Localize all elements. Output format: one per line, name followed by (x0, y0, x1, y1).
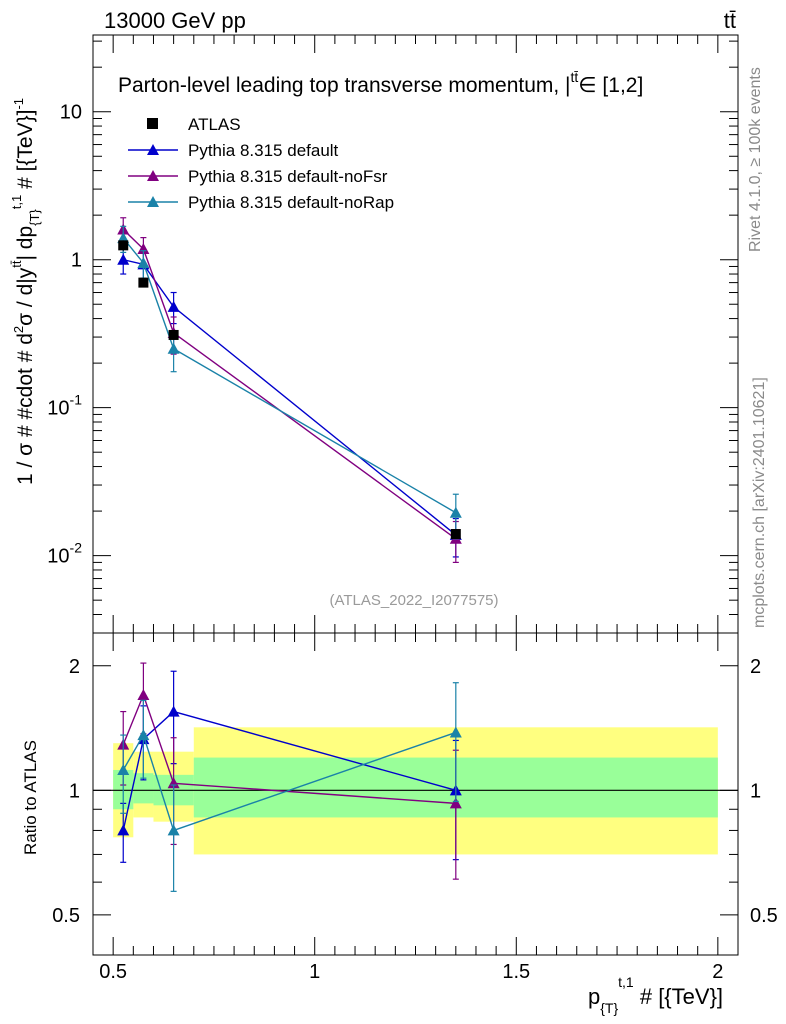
atlas-point (450, 529, 461, 540)
ratio-pythia-8-315-default-nofsr-line (122, 692, 456, 805)
rivet-label: Rivet 4.1.0, ≥ 100k events (747, 67, 764, 252)
ylabel-sigma: σ / d|y (14, 267, 37, 326)
y-tick-label: 10-2 (47, 540, 82, 568)
tick-base: 10 (47, 398, 69, 420)
ratio-y-tick-label: 1 (69, 780, 80, 802)
legend-pythia-8-315-default-nofsr-label: Pythia 8.315 default-noFsr (188, 167, 388, 186)
pythia-8-315-default-norap-point (137, 256, 150, 268)
main-title-sup: tt̄ (571, 69, 579, 85)
ratio-pythia-8-315-default-nofsr-point (449, 797, 462, 809)
ratio-pythia-8-315-default-norap-line (122, 731, 457, 832)
legend-atlas-marker (147, 118, 158, 129)
ylabel-sub-t: {T} (27, 209, 42, 226)
pythia-8-315-default-line (123, 259, 457, 536)
legend-pythia-8-315-default-nofsr-marker (147, 170, 159, 181)
ratio-band-inner (133, 773, 154, 804)
atlas-point (168, 329, 179, 340)
atlas-point (138, 277, 149, 288)
xlabel-sub: {T} (600, 1000, 618, 1016)
main-title: Parton-level leading top transverse mome… (118, 69, 643, 97)
legend-pythia-8-315-default-norap-label: Pythia 8.315 default-noRap (188, 193, 394, 212)
main-title-tail: ∈ [1,2] (578, 74, 643, 97)
xlabel-main: p (588, 984, 600, 1009)
legend-pythia-8-315-default-label: Pythia 8.315 default (188, 141, 339, 160)
ratio-y-tick-label-right: 1 (750, 780, 761, 802)
ratio-pythia-8-315-default-line (122, 710, 457, 831)
pythia-8-315-default-nofsr-line (122, 228, 457, 540)
ylabel-exp: -1 (11, 98, 26, 110)
pythia-8-315-default-norap-point (117, 232, 130, 244)
process-label: tt̄ (724, 8, 736, 33)
ratio-y-label: Ratio to ATLAS (21, 740, 40, 855)
ylabel-dp: | dp (14, 226, 37, 261)
ylabel-sq: 2 (11, 326, 26, 333)
ratio-plot-content (93, 662, 738, 892)
ratio-pythia-8-315-default-norap-point (167, 824, 180, 836)
ratio-pythia-8-315-default-norap-point (449, 726, 462, 738)
xlabel-unit: # [{TeV}] (634, 984, 723, 1009)
ylabel-unit: # [{TeV}] (14, 110, 37, 195)
legend: ATLAS Pythia 8.315 default Pythia 8.315 de… (128, 115, 394, 212)
legend-atlas-label: ATLAS (188, 115, 241, 134)
ratio-pythia-8-315-default-norap-point (117, 763, 130, 775)
ratio-y-tick-label: 0.5 (52, 905, 80, 927)
mcplots-label: mcplots.cern.ch [arXiv:2401.10621] (751, 377, 768, 628)
xlabel-sup: t,1 (618, 974, 634, 990)
tick-base: 10 (47, 546, 69, 568)
y-tick-label: 1 (71, 250, 82, 272)
ylabel-tt: tt̄ (9, 260, 24, 268)
y-tick-label: 10 (60, 102, 82, 124)
ratio-axis-ticks: 0.5 0.5 1 1 2 2 0.5 1 1.5 2 (52, 633, 778, 983)
ratio-pythia-8-315-default-nofsr-point (137, 688, 150, 700)
ratio-y-tick-label-right: 0.5 (750, 905, 778, 927)
main-title-text: Parton-level leading top transverse mome… (118, 74, 571, 97)
ylabel-sup-t1: t,1 (9, 195, 24, 209)
ratio-y-tick-label-right: 2 (750, 656, 761, 678)
legend-pythia-8-315-default-norap-marker (147, 196, 159, 207)
tick-exp: -1 (70, 392, 83, 408)
x-tick-label: 0.5 (99, 961, 127, 983)
ratio-panel: 0.5 0.5 1 1 2 2 0.5 1 1.5 2 Ratio to ATLAS p{T}t,… (21, 632, 778, 1016)
x-tick-label: 1.5 (502, 961, 530, 983)
pythia-8-315-default-norap-point (449, 506, 462, 518)
energy-label: 13000 GeV pp (104, 8, 246, 33)
atlas-point (118, 240, 129, 251)
ratio-pythia-8-315-default-point (167, 705, 180, 717)
tick-exp: -2 (70, 540, 83, 556)
pythia-8-315-default-norap-line (122, 237, 457, 514)
pythia-8-315-default-point (117, 253, 130, 265)
main-plot-content (117, 217, 462, 564)
pythia-8-315-default-norap-point (167, 342, 180, 354)
ratio-pythia-8-315-default-point (117, 824, 130, 836)
main-y-label: 1 / σ # #cdot # d2σ / d|ytt̄| dp{T}t,1 #… (9, 98, 42, 485)
x-tick-label: 2 (712, 961, 723, 983)
x-tick-label: 1 (309, 961, 320, 983)
watermark: (ATLAS_2022_I2077575) (329, 592, 498, 609)
ylabel-main: 1 / σ # #cdot # d (14, 333, 37, 485)
y-tick-label: 10-1 (47, 392, 82, 420)
legend-pythia-8-315-default-marker (147, 144, 159, 155)
ratio-y-tick-label: 2 (69, 656, 80, 678)
ratio-pythia-8-315-default-norap-point (137, 729, 150, 741)
pythia-8-315-default-point (167, 300, 180, 312)
x-axis-label: p{T}t,1 # [{TeV}] (588, 974, 723, 1016)
